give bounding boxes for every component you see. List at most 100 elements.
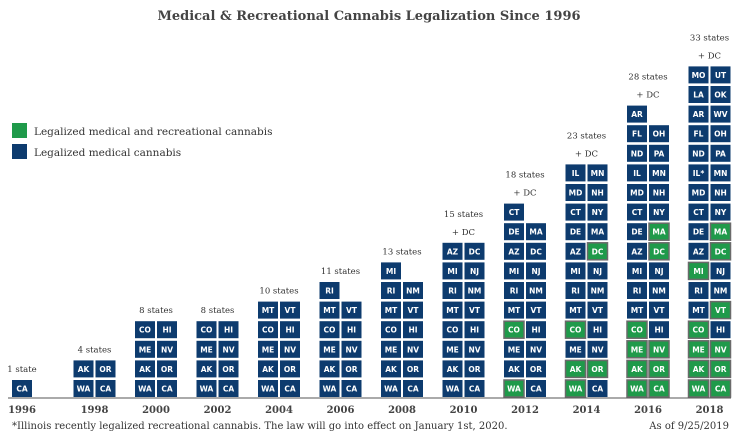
state-cell-2016-nh bbox=[649, 184, 669, 201]
state-cell-2004-wa bbox=[258, 380, 278, 397]
state-label-2018-ca: CA bbox=[715, 385, 727, 394]
state-cell-2012-nm bbox=[526, 282, 546, 299]
state-cell-2016-nj bbox=[649, 262, 669, 280]
state-label-2016-ma: MA bbox=[652, 228, 665, 237]
state-label-2006-me: ME bbox=[323, 345, 336, 354]
state-label-2012-ca: CA bbox=[530, 385, 542, 394]
state-cell-2016-de bbox=[627, 223, 647, 241]
state-cell-2002-nv bbox=[218, 340, 239, 358]
state-cell-2016-ak bbox=[626, 359, 648, 379]
state-cell-2002-hi bbox=[218, 321, 239, 339]
state-cell-2012-vt bbox=[526, 301, 546, 319]
column-2014: WA CA AK OR ME NV CO HI MT VT RI NM MI NJ AZ DC DE MA CT NY… bbox=[564, 131, 609, 416]
state-cell-2006-hi bbox=[341, 321, 362, 339]
state-cell-2008-wa bbox=[381, 380, 401, 397]
state-label-2016-il: IL bbox=[633, 169, 641, 178]
state-label-2000-hi: HI bbox=[162, 326, 171, 335]
state-cell-2012-me bbox=[504, 340, 524, 358]
state-label-2018-nd: ND bbox=[692, 149, 705, 158]
state-label-2006-wa: WA bbox=[323, 385, 337, 394]
state-label-2004-hi: HI bbox=[285, 326, 294, 335]
state-label-2014-az: AZ bbox=[570, 247, 582, 256]
column-2010: WA CA AK OR ME NV CO HI MT VT RI NM MI NJ AZ DC + DC 15 s… bbox=[442, 210, 485, 416]
state-label-2014-mt: MT bbox=[569, 306, 582, 315]
state-cell-2014-de bbox=[565, 223, 586, 241]
state-label-2008-co: CO bbox=[385, 326, 397, 335]
state-label-2018-ut: UT bbox=[715, 71, 727, 80]
state-cell-2014-ny bbox=[587, 203, 608, 221]
state-cell-2014-ak bbox=[564, 359, 587, 379]
state-cell-2016-wa bbox=[626, 379, 648, 398]
state-cell-2014-ca bbox=[587, 380, 608, 397]
state-label-2010-me: ME bbox=[446, 345, 459, 354]
state-label-2018-ma: MA bbox=[714, 228, 727, 237]
state-label-2006-co: CO bbox=[324, 326, 336, 335]
state-label-2000-or: OR bbox=[161, 365, 173, 374]
state-label-2018-or: OR bbox=[714, 365, 726, 374]
state-cell-2016-or bbox=[648, 359, 670, 379]
state-label-2000-ca: CA bbox=[161, 385, 173, 394]
state-label-2018-oh: OH bbox=[714, 130, 727, 139]
state-label-2014-ak: AK bbox=[570, 365, 583, 374]
state-cell-2014-mt bbox=[565, 301, 586, 319]
state-label-2012-mi: MI bbox=[509, 267, 519, 276]
state-cell-2012-az bbox=[504, 242, 524, 260]
state-label-2008-wa: WA bbox=[384, 385, 398, 394]
column-2016: WA CA AK OR ME NV CO HI MT VT RI NM MI NJ AZ DC DE MA CT NY… bbox=[626, 73, 670, 416]
state-cell-2016-ny bbox=[649, 203, 669, 221]
state-cell-2000-ca bbox=[157, 380, 177, 397]
state-cell-2016-ca bbox=[648, 379, 670, 398]
count-label-2000: 8 states bbox=[139, 306, 173, 316]
state-label-2008-or: OR bbox=[407, 365, 419, 374]
state-cell-2004-ak bbox=[258, 360, 278, 378]
state-label-2010-hi: HI bbox=[470, 326, 479, 335]
state-label-2016-az: AZ bbox=[631, 247, 643, 256]
state-cell-2016-ct bbox=[627, 203, 647, 221]
state-cell-2018-ct bbox=[688, 203, 709, 221]
state-cell-2002-ak bbox=[196, 360, 217, 378]
legend-swatch-medical bbox=[12, 144, 27, 159]
state-label-2010-dc: DC bbox=[469, 247, 481, 256]
state-label-2012-me: ME bbox=[508, 345, 521, 354]
state-cell-2014-nj bbox=[587, 262, 608, 280]
state-label-2010-ca: CA bbox=[469, 385, 481, 394]
state-label-2000-ak: AK bbox=[139, 365, 152, 374]
state-label-2012-ct: CT bbox=[509, 208, 521, 217]
state-cell-2012-nv bbox=[526, 340, 546, 358]
count-label-1996: 1 state bbox=[7, 365, 36, 375]
state-label-2014-dc: DC bbox=[592, 247, 604, 256]
column-2006: WA CA AK OR ME NV CO HI MT VT RI 11 states 2006 bbox=[319, 267, 362, 416]
state-cell-2014-ct bbox=[565, 203, 586, 221]
count-label-1998: 4 states bbox=[78, 345, 112, 355]
state-label-2008-vt: VT bbox=[408, 306, 420, 315]
state-label-2010-nm: NM bbox=[468, 287, 482, 296]
state-label-2018-me: ME bbox=[692, 345, 705, 354]
state-label-2008-nv: NV bbox=[407, 345, 419, 354]
state-cell-2014-il bbox=[565, 164, 586, 182]
dc-label-2010: + DC bbox=[452, 228, 475, 238]
x-tick-1996: 1996 bbox=[8, 405, 36, 416]
state-cell-2012-ct bbox=[504, 203, 524, 221]
x-tick-2010: 2010 bbox=[450, 405, 478, 416]
state-cell-2018-nv bbox=[709, 340, 732, 359]
state-cell-2010-hi bbox=[464, 321, 485, 339]
column-1998: WA CA AK OR 4 states 1998 bbox=[73, 345, 116, 416]
state-cell-2016-vt bbox=[649, 301, 669, 319]
state-label-2016-ny: NY bbox=[653, 208, 665, 217]
state-cell-2002-co bbox=[196, 321, 217, 339]
x-tick-2002: 2002 bbox=[204, 405, 232, 416]
state-cell-2016-nd bbox=[627, 144, 647, 162]
state-cell-2016-az bbox=[627, 242, 647, 260]
state-cell-2018-mn bbox=[710, 164, 731, 182]
x-tick-2004: 2004 bbox=[265, 405, 293, 416]
state-label-2018-ny: NY bbox=[715, 208, 727, 217]
state-label-2016-wa: WA bbox=[630, 385, 644, 394]
state-label-2014-il: IL bbox=[572, 169, 580, 178]
state-label-2016-ct: CT bbox=[632, 208, 644, 217]
state-label-2000-nv: NV bbox=[161, 345, 173, 354]
state-label-2016-mt: MT bbox=[631, 306, 644, 315]
state-label-2012-or: OR bbox=[530, 365, 542, 374]
state-cell-2010-dc bbox=[464, 242, 485, 260]
state-label-2018-hi: HI bbox=[716, 326, 725, 335]
state-cell-2012-ri bbox=[504, 282, 524, 299]
